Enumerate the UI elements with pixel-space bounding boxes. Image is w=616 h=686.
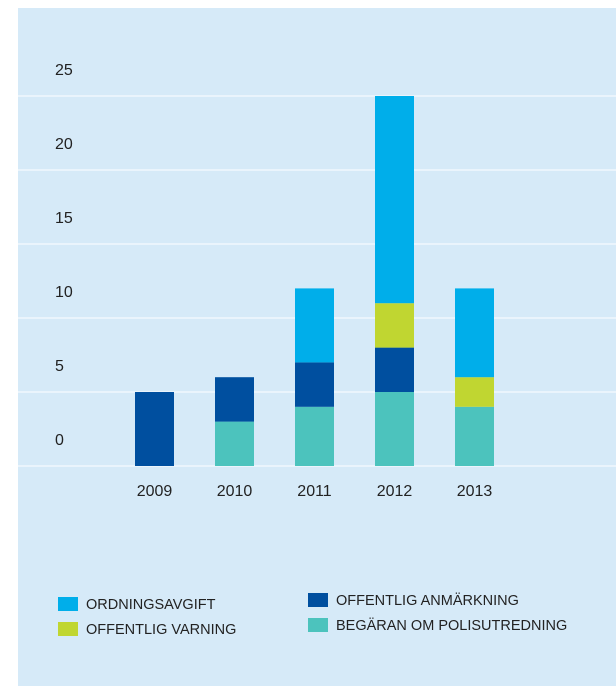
- bar-segment: [455, 288, 494, 378]
- y-tick-label: 5: [55, 358, 64, 375]
- bar-segment: [215, 421, 254, 466]
- bar-segment: [375, 347, 414, 392]
- legend-label: OFFENTLIG ANMÄRKNING: [336, 592, 519, 609]
- bar-segment: [455, 377, 494, 407]
- x-tick-label: 2010: [217, 483, 253, 500]
- bar-segment: [295, 362, 334, 407]
- x-tick-label: 2013: [457, 483, 493, 500]
- bar-segment: [135, 392, 174, 466]
- y-tick-label: 15: [55, 210, 73, 227]
- bar-segment: [375, 303, 414, 348]
- y-tick-label: 20: [55, 136, 73, 153]
- x-tick-label: 2009: [137, 483, 173, 500]
- legend-label: ORDNINGSAVGIFT: [86, 597, 216, 613]
- y-tick-label: 10: [55, 284, 73, 301]
- legend-label: OFFENTLIG VARNING: [86, 622, 236, 638]
- legend-label: BEGÄRAN OM POLISUTREDNING: [336, 617, 567, 634]
- legend-swatch: [308, 618, 328, 632]
- bar-segment: [215, 377, 254, 422]
- legend-swatch: [58, 597, 78, 611]
- x-tick-label: 2012: [377, 483, 413, 500]
- bar-segment: [375, 392, 414, 466]
- y-tick-label: 0: [55, 432, 64, 449]
- legend-swatch: [58, 622, 78, 636]
- bar-segment: [375, 96, 414, 304]
- bar-segment: [295, 288, 334, 363]
- x-tick-label: 2011: [297, 483, 332, 500]
- bar-segment: [455, 406, 494, 466]
- bar-segment: [295, 406, 334, 466]
- y-tick-label: 25: [55, 62, 73, 79]
- legend-swatch: [308, 593, 328, 607]
